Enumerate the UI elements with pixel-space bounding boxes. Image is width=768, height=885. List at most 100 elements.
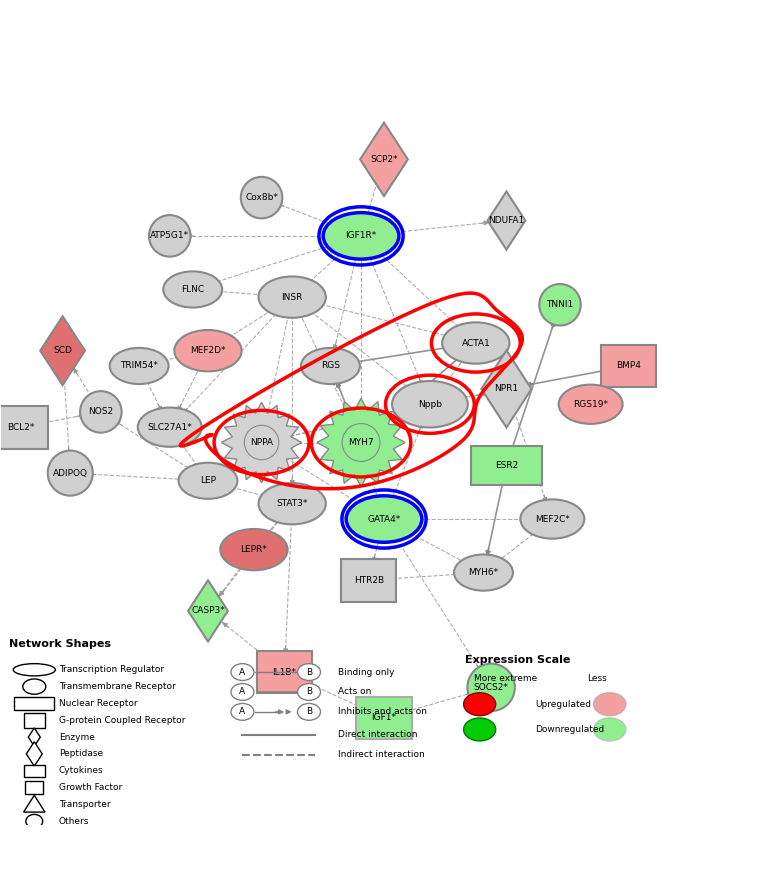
Text: NPR1: NPR1 [495,384,518,394]
Polygon shape [482,350,531,427]
FancyBboxPatch shape [15,697,55,710]
Text: ATP5G1*: ATP5G1* [151,231,189,241]
Ellipse shape [231,704,254,720]
Ellipse shape [178,463,237,499]
Text: NPPA: NPPA [250,438,273,447]
Polygon shape [221,403,302,482]
Text: Cox8b*: Cox8b* [245,193,278,202]
Ellipse shape [464,693,495,716]
Polygon shape [317,398,406,487]
Ellipse shape [454,555,513,590]
Ellipse shape [48,450,93,496]
Ellipse shape [149,215,190,257]
Text: ADIPOQ: ADIPOQ [53,469,88,478]
Text: Nuclear Receptor: Nuclear Receptor [59,699,137,708]
Polygon shape [188,581,228,642]
Ellipse shape [231,664,254,681]
Text: Upregulated: Upregulated [535,700,591,709]
Text: ACTA1: ACTA1 [462,339,490,348]
Text: Growth Factor: Growth Factor [59,783,122,792]
Ellipse shape [241,177,283,219]
Ellipse shape [297,704,320,720]
Text: RGS: RGS [321,361,340,371]
Text: Transmembrane Receptor: Transmembrane Receptor [59,682,176,691]
Ellipse shape [297,683,320,700]
Text: BCL2*: BCL2* [7,423,35,432]
Ellipse shape [26,814,43,828]
Text: B: B [306,688,312,696]
Text: IL1B*: IL1B* [273,667,296,676]
Polygon shape [40,316,85,385]
Polygon shape [28,728,40,746]
FancyBboxPatch shape [356,696,412,739]
FancyBboxPatch shape [0,405,48,449]
Ellipse shape [23,679,46,694]
FancyBboxPatch shape [257,650,312,694]
Text: LEPR*: LEPR* [240,545,267,554]
FancyBboxPatch shape [471,446,541,485]
Polygon shape [26,742,42,766]
Text: CASP3*: CASP3* [191,606,225,615]
Text: IGF1R*: IGF1R* [346,231,376,241]
Ellipse shape [468,664,515,711]
Text: MYH6*: MYH6* [468,568,498,577]
Text: Cytokines: Cytokines [59,766,104,775]
Ellipse shape [464,718,495,741]
Ellipse shape [346,496,422,543]
Ellipse shape [174,330,242,372]
Text: Acts on: Acts on [338,688,372,696]
Text: BMP4: BMP4 [617,361,641,371]
Text: Transcription Regulator: Transcription Regulator [59,666,164,674]
Text: SLC27A1*: SLC27A1* [147,423,192,432]
Text: Indirect interaction: Indirect interaction [338,750,425,759]
Text: Binding only: Binding only [338,667,395,676]
Text: B: B [306,707,312,716]
Ellipse shape [259,276,326,318]
Ellipse shape [342,424,380,461]
Text: Less: Less [587,674,607,683]
Ellipse shape [594,693,626,716]
Text: Transporter: Transporter [59,800,111,809]
Ellipse shape [13,664,55,676]
Text: NDUFA1: NDUFA1 [488,216,525,225]
Text: HTR2B: HTR2B [353,576,384,585]
Text: Downregulated: Downregulated [535,725,604,734]
Text: Enzyme: Enzyme [59,733,94,742]
FancyBboxPatch shape [25,781,44,794]
Text: A: A [240,667,246,676]
Ellipse shape [442,322,509,364]
Text: MYH7: MYH7 [348,438,374,447]
Text: TNNI1: TNNI1 [546,300,574,309]
Ellipse shape [539,284,581,326]
Text: SCP2*: SCP2* [370,155,398,164]
Text: Expression Scale: Expression Scale [465,655,571,665]
Text: B: B [306,667,312,676]
Text: SCD: SCD [53,346,72,355]
Text: Inhibits and acts on: Inhibits and acts on [338,707,427,716]
Text: MEF2D*: MEF2D* [190,346,226,355]
FancyBboxPatch shape [341,558,396,602]
Text: A: A [240,707,246,716]
Text: TRIM54*: TRIM54* [120,361,158,371]
Text: More extreme: More extreme [475,674,538,683]
Ellipse shape [323,212,399,259]
Polygon shape [488,191,525,250]
Text: FLNC: FLNC [181,285,204,294]
Ellipse shape [297,664,320,681]
Ellipse shape [392,381,468,427]
Text: Direct interaction: Direct interaction [338,730,418,739]
Text: GATA4*: GATA4* [367,514,401,524]
Polygon shape [360,123,408,196]
Polygon shape [24,796,45,812]
Ellipse shape [301,348,360,384]
Ellipse shape [110,348,169,384]
Text: ESR2: ESR2 [495,461,518,470]
Text: G-protein Coupled Receptor: G-protein Coupled Receptor [59,716,185,725]
Text: INSR: INSR [282,293,303,302]
Ellipse shape [244,426,279,459]
Text: IGF1*: IGF1* [372,713,396,722]
Ellipse shape [521,499,584,539]
Text: Peptidase: Peptidase [59,750,103,758]
Text: Network Shapes: Network Shapes [9,639,111,649]
FancyBboxPatch shape [24,765,45,777]
